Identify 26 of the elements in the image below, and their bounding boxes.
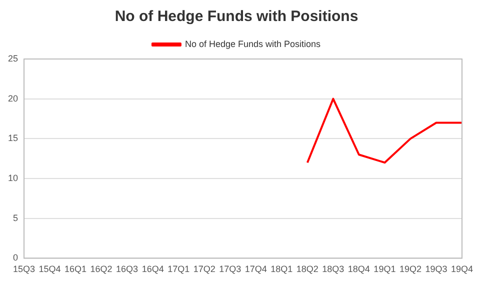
x-tick-label: 18Q3 <box>322 264 344 274</box>
y-tick-label: 15 <box>8 133 18 144</box>
chart-title: No of Hedge Funds with Positions <box>114 8 358 26</box>
y-tick-label: 20 <box>8 93 18 104</box>
x-tick-label: 18Q4 <box>348 264 370 274</box>
x-tick-label: 16Q4 <box>142 264 164 274</box>
x-tick-label: 16Q3 <box>116 264 138 274</box>
x-tick-label: 17Q1 <box>168 264 190 274</box>
legend-label: No of Hedge Funds with Positions <box>184 38 322 49</box>
x-tick-label: 15Q3 <box>12 264 36 274</box>
x-tick-label: 15Q4 <box>38 264 61 274</box>
x-tick-label: 17Q3 <box>219 264 242 274</box>
x-tick-label: 18Q1 <box>270 264 293 274</box>
x-tick-label: 16Q1 <box>64 264 87 274</box>
x-tick-label: 19Q1 <box>374 264 396 274</box>
x-tick-label: 16Q2 <box>90 264 112 274</box>
y-tick-label: 5 <box>12 212 18 223</box>
x-tick-label: 19Q2 <box>399 264 422 274</box>
y-tick-label: 0 <box>12 252 18 263</box>
x-tick-label: 17Q2 <box>193 264 216 274</box>
x-tick-label: 19Q4 <box>450 264 474 274</box>
y-tick-label: 10 <box>8 173 18 184</box>
y-tick-label: 25 <box>8 53 18 64</box>
x-tick-label: 19Q3 <box>425 264 448 274</box>
x-tick-label: 17Q4 <box>244 264 267 274</box>
x-tick-label: 18Q2 <box>296 264 318 274</box>
